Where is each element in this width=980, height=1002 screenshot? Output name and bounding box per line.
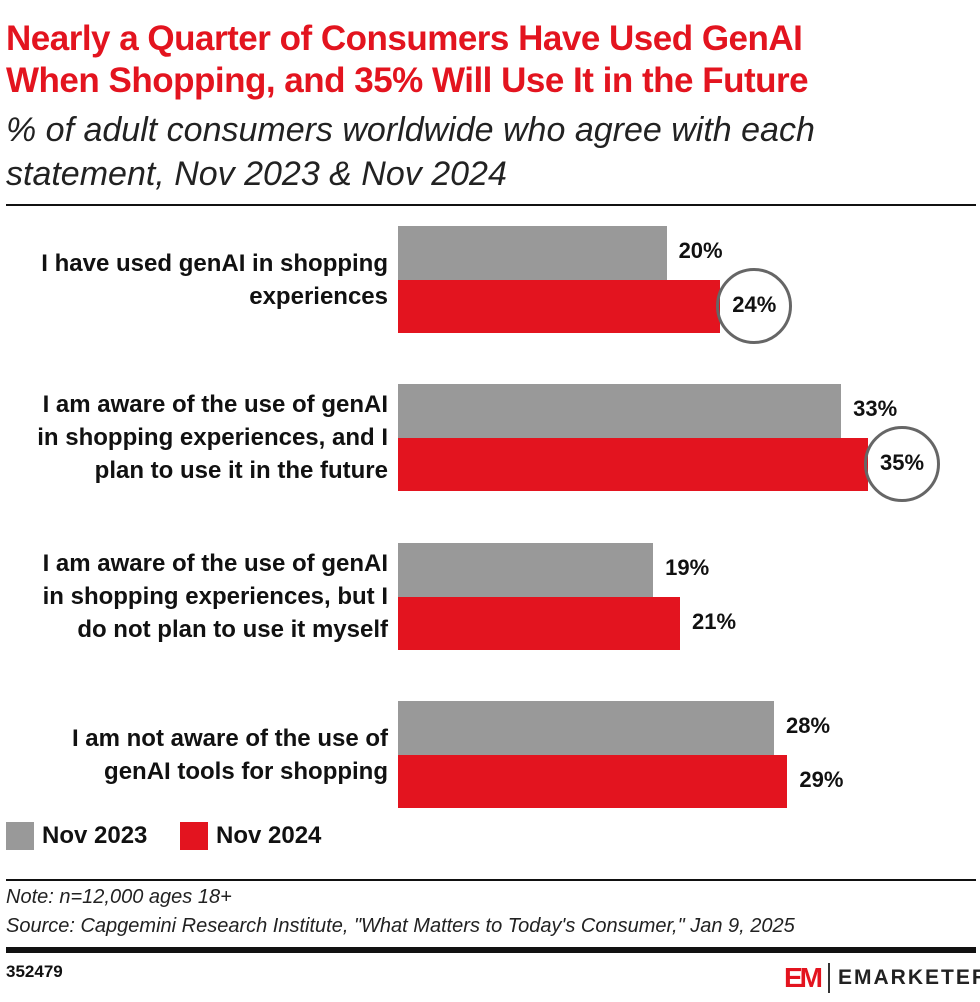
- data-label: 29%: [799, 766, 844, 792]
- divider: [6, 947, 976, 953]
- title-line: Nearly a Quarter of Consumers Have Used …: [6, 19, 803, 58]
- data-label: 19%: [665, 555, 710, 580]
- highlight-circle: [716, 267, 793, 344]
- subtitle-line: statement, Nov 2023 & Nov 2024: [6, 155, 507, 193]
- legend-item-2023: Nov 2023: [6, 822, 147, 850]
- highlight-circle: [864, 425, 940, 502]
- data-label: 28%: [786, 713, 831, 738]
- legend-item-2024: Nov 2024: [180, 822, 321, 850]
- source: Source: Capgemini Research Institute, "W…: [6, 915, 795, 937]
- legend-swatch: [6, 822, 34, 850]
- legend-label: Nov 2024: [216, 822, 322, 849]
- bar-nov-2023: [398, 384, 842, 438]
- divider: [6, 204, 976, 206]
- logo-mark: EM: [784, 962, 823, 993]
- category-label: I have used genAI in shopping experiences: [41, 249, 388, 310]
- data-label: 20%: [678, 238, 723, 263]
- note: Note: n=12,000 ages 18+: [6, 886, 232, 908]
- bar-nov-2024: [398, 596, 680, 650]
- subtitle-line: % of adult consumers worldwide who agree…: [6, 111, 815, 149]
- data-label: 33%: [853, 396, 898, 421]
- emarketer-logo: EM EMARKETER: [784, 962, 980, 994]
- chart-id: 352479: [6, 962, 63, 981]
- brand-name: EMARKETER: [838, 966, 980, 989]
- category-label: I am aware of the use of genAI in shoppin…: [37, 391, 388, 484]
- bar-nov-2023: [398, 543, 654, 597]
- bar-nov-2023: [398, 701, 774, 755]
- title-line: When Shopping, and 35% Will Use It in th…: [6, 61, 809, 100]
- category-label: I am aware of the use of genAI in shoppin…: [42, 550, 388, 643]
- chart-subtitle: % of adult consumers worldwide who agree…: [6, 108, 815, 196]
- bar-nov-2024: [398, 437, 868, 491]
- logo-separator: [828, 963, 830, 993]
- legend-swatch: [180, 822, 208, 850]
- divider: [6, 879, 976, 881]
- bar-nov-2023: [398, 226, 667, 280]
- bar-nov-2024: [398, 754, 788, 808]
- category-label: I am not aware of the use of genAI tools …: [71, 724, 388, 785]
- chart-title: Nearly a Quarter of Consumers Have Used …: [6, 18, 809, 102]
- bar-nov-2024: [398, 279, 721, 333]
- legend-label: Nov 2023: [42, 822, 148, 849]
- data-label: 21%: [692, 608, 737, 634]
